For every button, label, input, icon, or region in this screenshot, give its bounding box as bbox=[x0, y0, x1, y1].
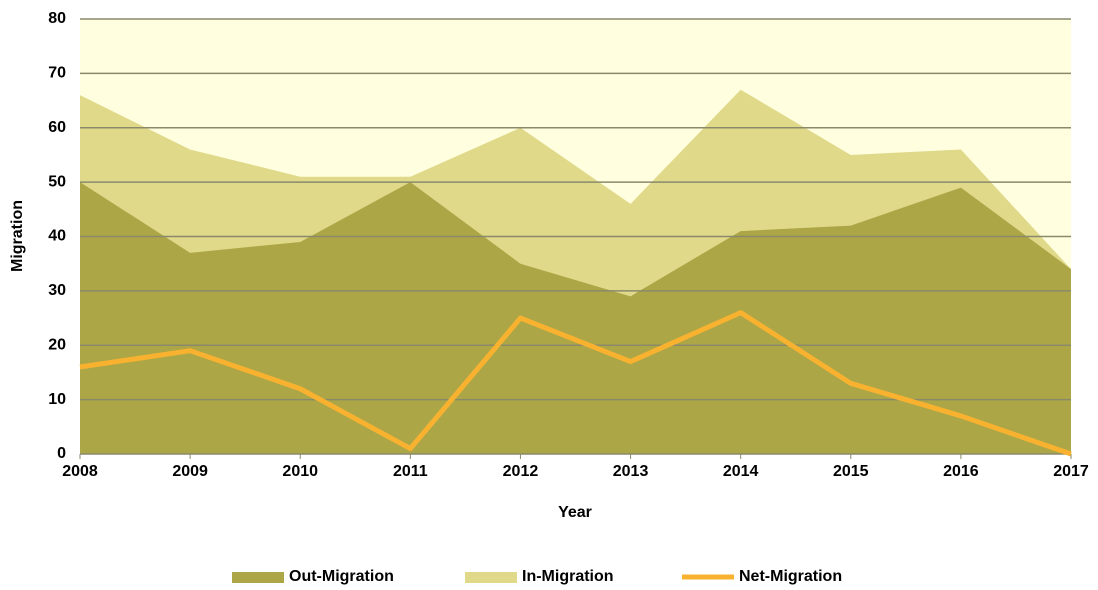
y-tick-label: 80 bbox=[48, 10, 66, 27]
x-tick-label: 2008 bbox=[62, 463, 98, 480]
legend-swatch bbox=[465, 572, 517, 583]
legend-label: In-Migration bbox=[522, 568, 614, 585]
y-tick-label: 60 bbox=[48, 119, 66, 136]
grid bbox=[79, 18, 1072, 459]
y-tick-label: 0 bbox=[57, 445, 66, 462]
legend-swatch bbox=[232, 572, 284, 583]
line bbox=[79, 310, 1072, 457]
y-tick-label: 30 bbox=[48, 282, 66, 299]
y-tick-label: 50 bbox=[48, 173, 66, 190]
legend: Out-Migration In-Migration Net-Migration bbox=[232, 568, 842, 585]
x-tick-label: 2009 bbox=[172, 463, 208, 480]
area bbox=[80, 182, 1071, 454]
x-tick-label: 2016 bbox=[943, 463, 979, 480]
x-axis-title: Year bbox=[558, 504, 592, 521]
y-axis-title: Migration bbox=[9, 200, 26, 272]
y-tick-label: 40 bbox=[48, 228, 66, 245]
legend-label: Out-Migration bbox=[289, 568, 394, 585]
x-tick-label: 2011 bbox=[393, 463, 428, 480]
x-tick-label: 2013 bbox=[613, 463, 649, 480]
x-tick-label: 2015 bbox=[833, 463, 869, 480]
y-tick-label: 10 bbox=[48, 391, 66, 408]
y-tick-label: 20 bbox=[48, 336, 66, 353]
x-tick-label: 2012 bbox=[503, 463, 539, 480]
x-tick-label: 2014 bbox=[723, 463, 759, 480]
x-tick-label: 2010 bbox=[282, 463, 318, 480]
y-tick-label: 70 bbox=[48, 65, 66, 82]
x-tick-label: 2017 bbox=[1053, 463, 1089, 480]
lines bbox=[79, 310, 1072, 457]
legend-label: Net-Migration bbox=[739, 568, 842, 585]
labels: 0 10 20 30 40 50 60 70 80 2008 2009 2010 2011 2012 201… bbox=[48, 10, 1089, 480]
